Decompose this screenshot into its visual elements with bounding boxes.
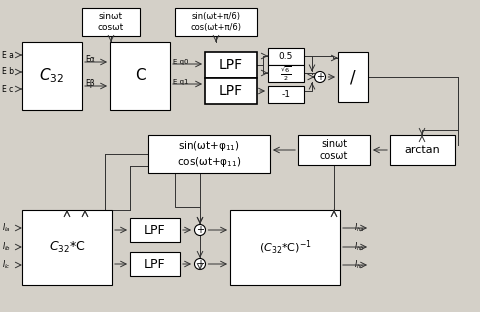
Bar — [82, 8, 140, 36]
Text: E b: E b — [2, 67, 14, 76]
Text: 0.5: 0.5 — [279, 52, 293, 61]
Bar — [230, 210, 340, 285]
Bar — [110, 42, 170, 110]
Bar — [130, 218, 180, 242]
Text: $I_{hc}$: $I_{hc}$ — [354, 259, 364, 271]
Text: /: / — [350, 68, 356, 86]
Text: LPF: LPF — [219, 84, 243, 98]
Circle shape — [314, 71, 325, 82]
Text: E q0: E q0 — [173, 59, 189, 65]
Bar — [205, 78, 257, 104]
Bar — [268, 86, 304, 103]
Text: arctan: arctan — [405, 145, 440, 155]
Text: $C_{32}$: $C_{32}$ — [39, 67, 64, 85]
Bar — [338, 52, 368, 102]
Text: $I_{ha}$: $I_{ha}$ — [354, 222, 365, 234]
Text: LPF: LPF — [219, 58, 243, 72]
Bar — [298, 135, 370, 165]
Text: $I_{lc}$: $I_{lc}$ — [2, 259, 11, 271]
Text: -1: -1 — [281, 90, 290, 99]
Bar — [205, 52, 257, 78]
Bar — [390, 135, 455, 165]
Text: LPF: LPF — [144, 223, 166, 236]
Circle shape — [194, 259, 205, 270]
Text: E a: E a — [2, 51, 14, 60]
Text: $I_{lb}$: $I_{lb}$ — [2, 241, 11, 253]
Bar — [130, 252, 180, 276]
Text: $(C_{32}$*C$)^{-1}$: $(C_{32}$*C$)^{-1}$ — [259, 238, 312, 256]
Text: Eβ: Eβ — [85, 80, 95, 89]
Text: $I_{hb}$: $I_{hb}$ — [354, 241, 365, 253]
Bar — [22, 210, 112, 285]
Text: LPF: LPF — [144, 257, 166, 271]
Text: +: + — [196, 259, 204, 269]
Bar — [268, 48, 304, 65]
Text: E q1: E q1 — [173, 79, 189, 85]
Bar — [268, 65, 304, 82]
Text: sinωt
cosωt: sinωt cosωt — [98, 12, 124, 32]
Text: $C_{32}$*C: $C_{32}$*C — [48, 240, 85, 255]
Bar — [175, 8, 257, 36]
Text: $\frac{\sqrt{6}}{2}$: $\frac{\sqrt{6}}{2}$ — [280, 64, 292, 83]
Text: E c: E c — [2, 85, 13, 94]
Text: C: C — [135, 69, 145, 84]
Bar — [22, 42, 82, 110]
Circle shape — [194, 225, 205, 236]
Text: +: + — [316, 72, 324, 82]
Text: sin(ωt+π/6)
cos(ωt+π/6): sin(ωt+π/6) cos(ωt+π/6) — [191, 12, 241, 32]
Text: sinωt
cosωt: sinωt cosωt — [320, 139, 348, 161]
Text: +: + — [196, 225, 204, 235]
Bar — [148, 135, 270, 173]
Text: sin(ωt+φ$_{11}$)
cos(ωt+φ$_{11}$): sin(ωt+φ$_{11}$) cos(ωt+φ$_{11}$) — [177, 139, 241, 169]
Text: $I_{la}$: $I_{la}$ — [2, 222, 11, 234]
Text: Eα: Eα — [85, 56, 95, 65]
